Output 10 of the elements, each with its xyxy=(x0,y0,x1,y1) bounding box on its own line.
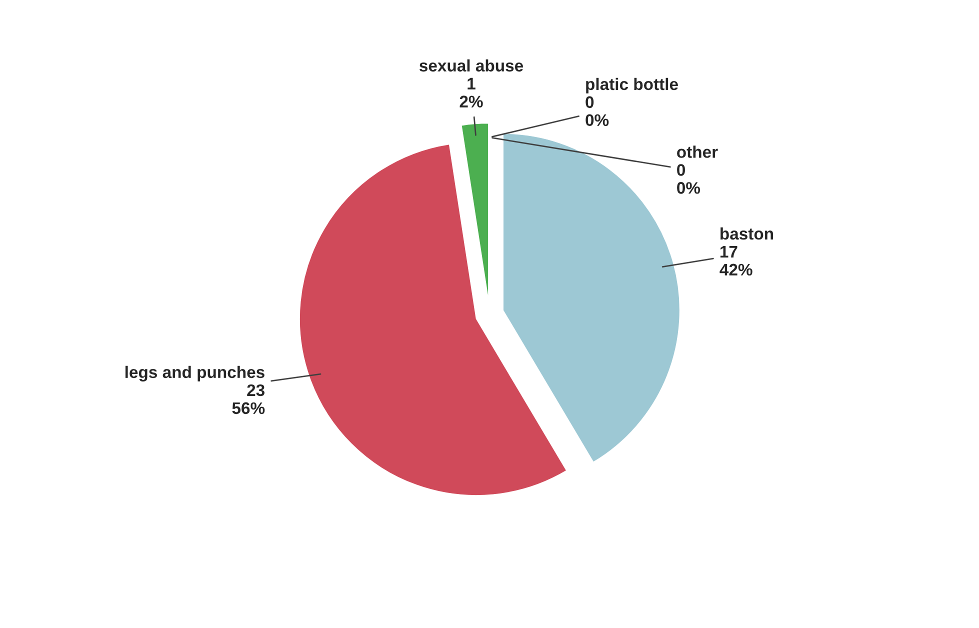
category-label: other xyxy=(677,146,718,158)
slice-label: legs and punches xyxy=(125,366,264,382)
category-label: platic bottle xyxy=(586,78,678,94)
data-label: 23 56% xyxy=(232,384,265,414)
data-label: 17 42% xyxy=(720,246,752,276)
data-label: 1 2% xyxy=(460,78,483,108)
slice-label: baston xyxy=(720,227,774,240)
slice-label: sexual abuse xyxy=(419,59,524,72)
text: 0 0% xyxy=(586,96,609,126)
text: 0 0% xyxy=(677,164,700,194)
